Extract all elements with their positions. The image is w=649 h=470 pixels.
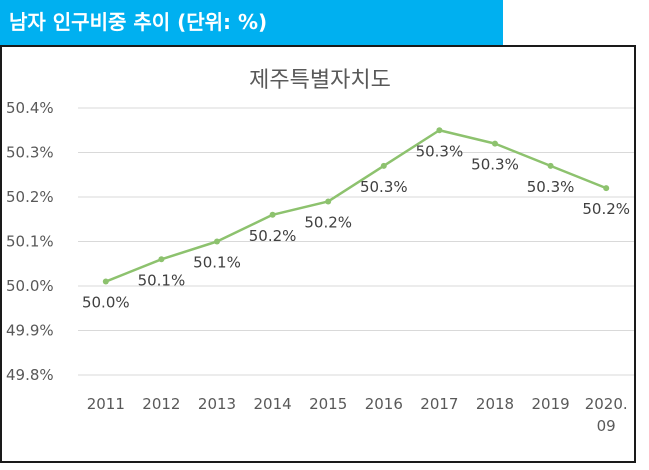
data-label: 50.3% <box>527 178 575 196</box>
x-tick-label: 2020. 09 <box>585 395 628 435</box>
data-point <box>158 256 165 263</box>
x-tick-label: 2016 <box>365 395 403 413</box>
data-point <box>436 127 443 134</box>
data-point <box>547 162 554 169</box>
data-point <box>325 198 332 205</box>
series-layer <box>102 127 610 285</box>
data-label: 50.2% <box>249 227 297 245</box>
data-point <box>269 211 276 218</box>
x-tick-label: 2011 <box>87 395 125 413</box>
y-tick-label: 50.0% <box>6 277 54 295</box>
x-tick-label: 2013 <box>198 395 236 413</box>
data-label: 50.1% <box>193 254 241 272</box>
x-tick-label: 2012 <box>142 395 180 413</box>
gridlines <box>78 107 634 376</box>
x-axis-ticks: 2011 2012 2013 2014 2015 2016 2017 2018 2019 2020… <box>87 395 628 435</box>
y-tick-label: 50.1% <box>6 233 54 251</box>
x-tick-label: 2014 <box>254 395 292 413</box>
y-tick-label: 50.2% <box>6 188 54 206</box>
data-label: 50.3% <box>471 156 519 174</box>
chart-title: 제주특별자치도 <box>249 68 391 93</box>
data-label: 50.2% <box>304 213 352 231</box>
data-label: 50.2% <box>582 200 630 218</box>
y-axis-ticks: 49.8% 49.9% 50.0% 50.1% 50.2% 50.3% 50.4% <box>6 99 54 384</box>
data-label: 50.3% <box>360 178 408 196</box>
chart-header-title: 남자 인구비중 추이 (단위: %) <box>0 0 503 45</box>
series-line <box>105 129 607 283</box>
data-point <box>492 140 498 147</box>
data-point <box>102 278 109 285</box>
data-point <box>214 238 220 245</box>
y-tick-label: 49.8% <box>6 366 54 384</box>
data-point <box>603 185 610 192</box>
y-tick-label: 49.9% <box>6 322 54 340</box>
x-tick-label: 2019 <box>532 395 570 413</box>
data-labels: 50.0% 50.1% 50.1% 50.2% 50.2% 50.3% 50.3% 50.3%… <box>82 142 630 311</box>
data-point <box>380 162 387 169</box>
data-label: 50.3% <box>416 142 464 160</box>
x-tick-label: 2017 <box>420 395 458 413</box>
chart-frame <box>0 45 636 463</box>
x-tick-label: 2018 <box>476 395 514 413</box>
y-tick-label: 50.3% <box>6 144 54 162</box>
data-label: 50.0% <box>82 294 130 312</box>
data-label: 50.1% <box>138 271 186 289</box>
y-tick-label: 50.4% <box>6 99 54 117</box>
x-tick-label: 2015 <box>309 395 347 413</box>
